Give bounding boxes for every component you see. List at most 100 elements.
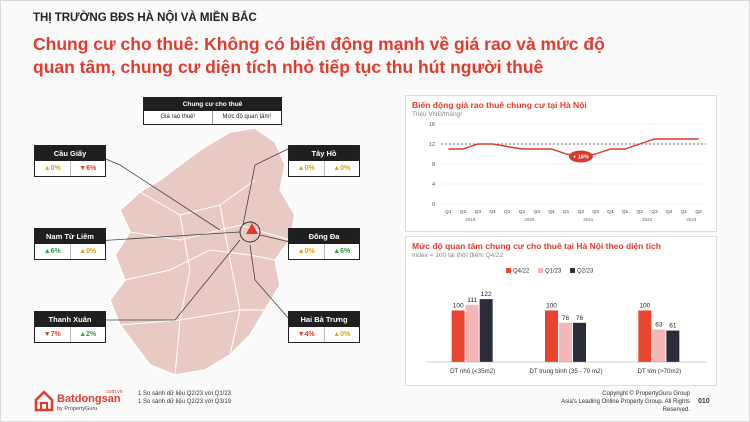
bar-value-label: 122 — [481, 291, 492, 298]
bar-value-label: 111 — [467, 297, 477, 304]
x-tick-label: Q1 — [504, 209, 511, 215]
category-label: DT nhỏ (<35m2) — [450, 368, 495, 375]
interest-chart-subtitle: Index = 100 tại thời điểm Q4/22 — [412, 252, 504, 259]
footnotes: 1 So sánh dữ liệu Q2/23 với Q1/23 1 So s… — [138, 390, 231, 406]
price-chart-ylabel: Triệu VNĐ/tháng² — [412, 111, 463, 118]
district-price-change: ▲0% — [289, 244, 325, 259]
y-tick-label: 4 — [432, 182, 435, 188]
legend-col-price: Giá rao thuê¹ — [144, 111, 213, 124]
x-tick-label: Q1 — [563, 209, 570, 215]
bar — [573, 322, 586, 362]
headline-line-1: Chung cư cho thuê: Không có biến động mạ… — [33, 34, 605, 54]
interest-panel: Mức độ quan tâm chung cư cho thuê tại Hà… — [405, 236, 717, 386]
year-label: 2021 — [583, 217, 594, 222]
legend-title: Chung cư cho thuê — [144, 98, 281, 111]
bar — [545, 310, 558, 362]
district-price-change: ▲0% — [289, 161, 325, 176]
district-name: Nam Từ Liêm — [35, 229, 105, 244]
legend-swatch — [570, 268, 575, 273]
district-nam-tu-liem: Nam Từ Liêm ▲6% ▲0% — [34, 228, 106, 260]
x-tick-label: Q2 — [695, 209, 702, 215]
y-tick-label: 16 — [429, 122, 435, 128]
bar — [465, 304, 479, 362]
x-tick-label: Q2 — [460, 209, 467, 215]
district-price-change: ▼4% — [289, 327, 325, 342]
brand-suffix: .com.vn — [105, 389, 123, 395]
year-label: 2022 — [642, 217, 653, 222]
copyright-line-1: Copyright © PropertyGuru Group — [602, 391, 690, 397]
bar — [479, 299, 493, 362]
map-region-shape — [109, 127, 296, 376]
map-legend: Chung cư cho thuê Giá rao thuê¹ Mức độ q… — [143, 97, 282, 125]
legend-label: Q2/23 — [577, 269, 594, 275]
y-tick-label: 8 — [432, 162, 435, 168]
district-cau-giay: Cầu Giấy ▲0% ▼6% — [34, 145, 106, 177]
district-tay-ho: Tây Hồ ▲0% ▲0% — [288, 145, 360, 177]
up-triangle-marker — [246, 223, 258, 234]
y-tick-label: 12 — [429, 142, 435, 148]
x-tick-label: Q3 — [475, 209, 482, 215]
bar-value-label: 61 — [669, 323, 677, 330]
footnote-1: 1 So sánh dữ liệu Q2/23 với Q1/23 — [138, 391, 232, 397]
district-price-change: ▲0% — [35, 161, 71, 176]
copyright: Copyright © PropertyGuru Group Asia's Le… — [540, 390, 690, 414]
map-district-borders — [119, 179, 291, 376]
y-tick-label: 0 — [432, 202, 435, 208]
bar-value-label: 100 — [639, 302, 650, 309]
category-label: DT trung bình (35 - 70 m2) — [529, 368, 602, 375]
x-tick-label: Q1 — [681, 209, 688, 215]
district-interest-change: ▲0% — [79, 248, 97, 255]
x-tick-label: Q3 — [592, 209, 599, 215]
district-interest-change: ▲0% — [333, 165, 351, 172]
slide-headline: Chung cư cho thuê: Không có biến động mạ… — [33, 33, 733, 79]
district-name: Đống Đa — [289, 229, 359, 244]
headline-line-2: quan tâm, chung cư diện tích nhỏ tiếp tụ… — [33, 57, 544, 77]
x-tick-label: Q3 — [533, 209, 540, 215]
x-tick-label: Q1 — [445, 209, 452, 215]
district-name: Thanh Xuân — [35, 312, 105, 327]
brand-sub: by PropertyGuru — [57, 406, 97, 412]
price-chart-title: Biến động giá rao thuê chung cư tại Hà N… — [412, 100, 587, 110]
year-label: 2020 — [524, 217, 535, 222]
price-line-chart: 0 4 8 12 16 Q1 Q2 Q3 Q4 Q1 Q2 Q3 Q4 Q1 Q2 Q3 Q4 Q1 Q2 Q3 Q4 Q… — [429, 122, 706, 222]
price-trend-panel: Biến động giá rao thuê chung cư tại Hà N… — [405, 95, 717, 232]
district-price-change: ▼7% — [35, 327, 71, 342]
x-tick-label: Q2 — [637, 209, 644, 215]
category-label: DT lớn (>70m2) — [637, 368, 681, 375]
bar-value-label: 76 — [576, 315, 584, 322]
x-tick-label: Q3 — [651, 209, 658, 215]
year-label: 2023 — [686, 217, 697, 222]
footnote-2: 1 So sánh dữ liệu Q2/23 với Q3/19 — [138, 399, 232, 405]
district-interest-change: ▼6% — [79, 165, 97, 172]
bar — [638, 310, 652, 362]
brand-logo: Batdongsan .com.vn by PropertyGuru — [33, 384, 133, 419]
map-leader-lines — [80, 147, 291, 321]
district-hai-ba-trung: Hai Bà Trưng ▼4% ▲0% — [288, 311, 360, 343]
bar-value-label: 100 — [546, 302, 557, 309]
district-name: Cầu Giấy — [35, 146, 105, 161]
hanoi-map — [80, 127, 296, 376]
batdongsan-logo-icon: Batdongsan .com.vn by PropertyGuru — [34, 389, 123, 412]
legend-swatch — [506, 268, 511, 273]
bar-value-label: 100 — [453, 302, 464, 309]
x-tick-label: Q4 — [489, 209, 496, 215]
section-kicker: THỊ TRƯỜNG BĐS HÀ NỘI VÀ MIỀN BẮC — [33, 12, 257, 24]
x-tick-label: Q4 — [666, 209, 673, 215]
legend-col-interest: Mức độ quan tâm¹ — [222, 114, 272, 120]
district-name: Tây Hồ — [289, 146, 359, 161]
growth-badge — [568, 150, 593, 163]
year-label: 2019 — [465, 217, 476, 222]
district-interest-change: ▲0% — [333, 331, 351, 338]
copyright-line-2: Asia's Leading Online Property Group. Al… — [561, 399, 690, 413]
bar — [652, 329, 666, 362]
growth-annotation: + 18% — [573, 155, 589, 161]
x-tick-label: Q2 — [519, 209, 526, 215]
bar-value-label: 76 — [562, 315, 570, 322]
x-tick-label: Q4 — [548, 209, 555, 215]
x-tick-label: Q1 — [622, 209, 629, 215]
x-tick-label: Q2 — [578, 209, 585, 215]
legend-swatch — [538, 268, 543, 273]
bar — [451, 310, 465, 362]
district-name: Hai Bà Trưng — [289, 312, 359, 327]
